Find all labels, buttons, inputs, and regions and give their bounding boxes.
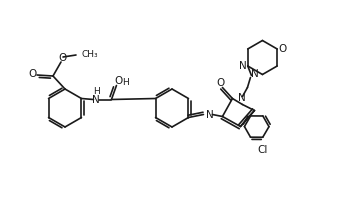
Text: O: O bbox=[58, 53, 66, 63]
Text: N: N bbox=[238, 92, 245, 103]
Text: N: N bbox=[251, 69, 258, 78]
Text: Cl: Cl bbox=[258, 145, 268, 155]
Text: O: O bbox=[28, 69, 36, 79]
Text: O: O bbox=[278, 44, 286, 54]
Text: N: N bbox=[92, 95, 99, 104]
Text: CH₃: CH₃ bbox=[81, 50, 98, 58]
Text: N: N bbox=[239, 61, 247, 71]
Text: O: O bbox=[114, 76, 122, 85]
Text: H: H bbox=[122, 78, 129, 87]
Text: O: O bbox=[216, 77, 225, 88]
Text: N: N bbox=[206, 110, 213, 119]
Text: H: H bbox=[93, 87, 100, 96]
